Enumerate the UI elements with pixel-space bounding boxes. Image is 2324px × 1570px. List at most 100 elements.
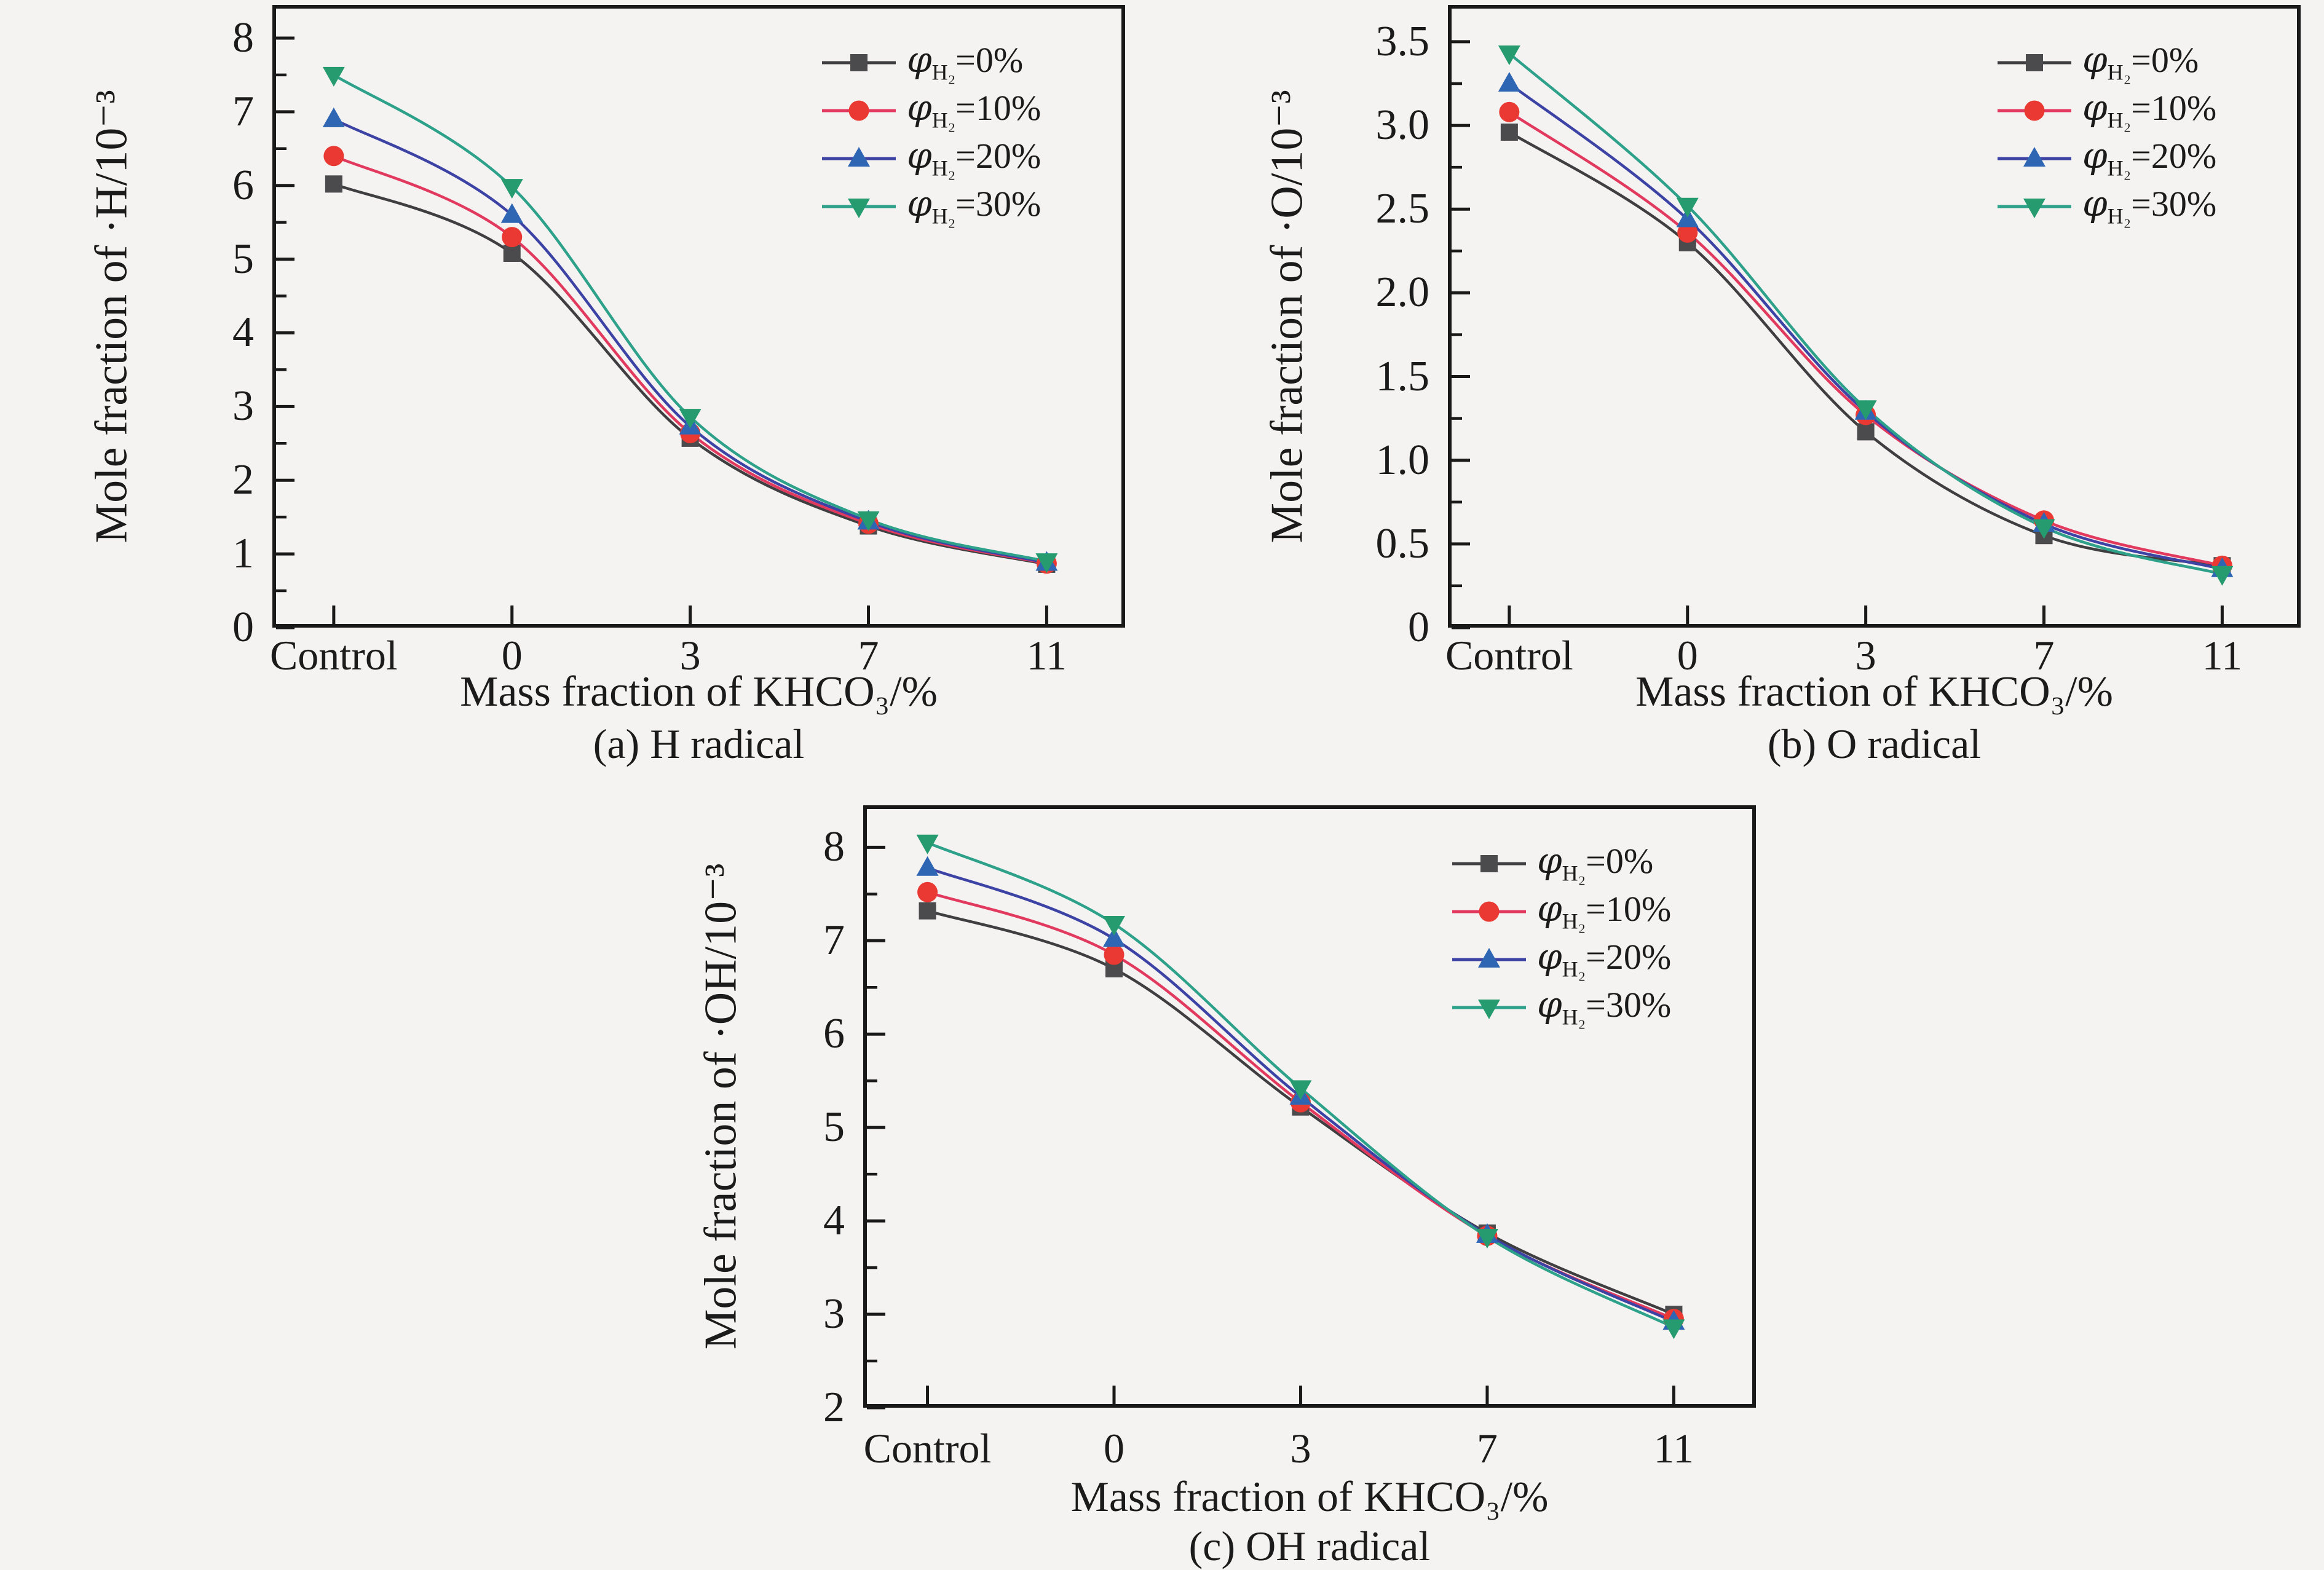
y-tick-label: 4 xyxy=(232,309,254,357)
legend-marker-circle-icon xyxy=(1452,901,1526,922)
chart-panel-h-radical: Mole fraction of ·H/10⁻³ 0 1 2 3 4 5 6 7 8 Contr… xyxy=(37,0,1137,790)
data-point-h2-30-11 xyxy=(1035,553,1058,574)
legend-entry-h2-10: φH₂=10% xyxy=(821,87,1041,135)
y-tick-label: 0 xyxy=(232,604,254,651)
data-point-h2-30-7 xyxy=(857,511,880,531)
legend: φH₂=0% φH₂=10% φH₂=20% φH₂=30% xyxy=(821,39,1041,231)
legend-marker-square-icon xyxy=(822,54,896,71)
x-tick-label: 11 xyxy=(1026,632,1067,679)
y-tick-label: 8 xyxy=(823,823,845,871)
y-tick-label: 2.0 xyxy=(1375,269,1430,317)
y-tick-label: 4 xyxy=(823,1197,845,1245)
chart-panel-oh-radical: Mole fraction of ·OH/10⁻³ 2 3 4 5 6 7 8 Contro… xyxy=(689,793,1789,1570)
data-point-h2-30-3 xyxy=(1854,400,1877,420)
data-point-h2-30-7 xyxy=(2033,519,2055,539)
x-tick-label: 0 xyxy=(501,632,523,679)
legend-label: φH₂=30% xyxy=(1537,983,1672,1030)
x-tick-label: Control xyxy=(863,1425,992,1472)
data-point-h2-10-0 xyxy=(1104,944,1124,965)
plot-area xyxy=(1448,5,2301,629)
data-point-h2-10-0 xyxy=(1677,222,1698,243)
legend-entry-h2-10: φH₂=10% xyxy=(1996,87,2216,135)
x-tick-label: Control xyxy=(1445,632,1573,679)
plot-border xyxy=(1448,5,2301,628)
legend-marker-circle-icon xyxy=(822,100,896,121)
y-tick-label: 2 xyxy=(823,1384,845,1431)
y-tick-label: 7 xyxy=(232,87,254,135)
data-point-h2-0-Control xyxy=(919,902,936,920)
y-tick-label: 6 xyxy=(823,1010,845,1058)
data-point-h2-10-Control xyxy=(917,882,938,902)
legend-marker-h2-30 xyxy=(2023,199,2045,218)
legend-entry-h2-10: φH₂=10% xyxy=(1451,888,1671,936)
legend-marker-h2-30 xyxy=(848,199,870,218)
chart-caption: (a) H radical xyxy=(593,720,805,767)
chart-panel-o-radical: Mole fraction of ·O/10⁻³ 0 0.5 1.0 1.5 2.0 2.… xyxy=(1223,0,2312,790)
x-tick-label: 7 xyxy=(1476,1425,1498,1472)
x-tick-label: 11 xyxy=(1653,1425,1694,1472)
y-tick-label: 5 xyxy=(232,235,254,283)
x-tick-label: 0 xyxy=(1677,632,1698,679)
legend-marker-h2-20 xyxy=(848,147,870,167)
series-line-h2-30 xyxy=(1508,52,2223,576)
data-point-h2-30-7 xyxy=(1476,1228,1498,1249)
chart-caption: (c) OH radical xyxy=(1188,1523,1431,1569)
legend-marker-triangle-up-icon xyxy=(1998,147,2071,167)
legend-entry-h2-0: φH₂=0% xyxy=(821,39,1041,87)
x-axis-title: Mass fraction of KHCO₃/% xyxy=(1635,668,2113,716)
legend-label: φH₂=10% xyxy=(1537,887,1672,934)
legend-entry-h2-30: φH₂=30% xyxy=(1996,183,2216,231)
y-axis-label: Mole fraction of ·O/10⁻³ xyxy=(1262,89,1313,543)
legend-label: φH₂=30% xyxy=(2082,182,2217,229)
legend-marker-triangle-down-icon xyxy=(1452,1000,1526,1019)
data-point-h2-30-11 xyxy=(2211,566,2234,586)
legend-marker-square-icon xyxy=(1452,855,1526,872)
y-tick-label: 1.5 xyxy=(1375,352,1430,400)
y-tick-label: 3.0 xyxy=(1375,101,1430,149)
x-tick-label: 7 xyxy=(2033,632,2055,679)
legend-marker-h2-0 xyxy=(2026,54,2043,71)
legend-label: φH₂=20% xyxy=(1537,935,1672,982)
legend-marker-h2-10 xyxy=(1479,901,1500,922)
data-point-h2-10-Control xyxy=(1499,101,1520,122)
data-point-h2-30-Control xyxy=(916,834,939,854)
legend-marker-circle-icon xyxy=(1998,100,2071,121)
data-point-h2-0-3 xyxy=(1857,423,1875,441)
y-tick-label: 7 xyxy=(823,917,845,964)
plot-area xyxy=(272,5,1125,629)
y-tick-label: 0.5 xyxy=(1375,519,1430,567)
x-axis-title: Mass fraction of KHCO₃/% xyxy=(1070,1473,1549,1521)
legend-marker-triangle-up-icon xyxy=(1452,948,1526,968)
y-tick-label: 2.5 xyxy=(1375,185,1430,233)
legend-entry-h2-20: φH₂=20% xyxy=(821,135,1041,183)
data-point-h2-30-0 xyxy=(1103,915,1126,936)
data-point-h2-30-Control xyxy=(322,66,345,87)
data-point-h2-30-0 xyxy=(500,179,523,199)
y-tick-label: 3 xyxy=(232,382,254,430)
plot-border xyxy=(863,805,1756,1408)
data-point-h2-30-11 xyxy=(1662,1319,1685,1339)
legend-label: φH₂=30% xyxy=(907,182,1041,229)
legend-entry-h2-20: φH₂=20% xyxy=(1996,135,2216,183)
data-point-h2-20-Control xyxy=(1498,71,1520,92)
data-point-h2-30-3 xyxy=(1289,1080,1312,1100)
legend-marker-h2-30 xyxy=(1478,1000,1500,1019)
x-tick-label: 3 xyxy=(679,632,701,679)
legend-marker-h2-10 xyxy=(848,100,869,121)
legend-label: φH₂=0% xyxy=(907,38,1024,85)
legend-label: φH₂=10% xyxy=(2082,86,2217,133)
y-tick-label: 3.5 xyxy=(1375,17,1430,65)
y-tick-label: 5 xyxy=(823,1103,845,1151)
data-point-h2-0-Control xyxy=(1500,123,1518,141)
chart-caption: (b) O radical xyxy=(1767,720,1982,767)
y-axis-label: Mole fraction of ·OH/10⁻³ xyxy=(695,863,746,1350)
legend-marker-triangle-down-icon xyxy=(822,199,896,218)
legend-entry-h2-30: φH₂=30% xyxy=(1451,984,1671,1032)
data-point-h2-10-Control xyxy=(323,146,344,167)
data-point-h2-30-Control xyxy=(1498,45,1520,65)
x-tick-label: 3 xyxy=(1290,1425,1311,1472)
y-tick-label: 8 xyxy=(232,14,254,61)
data-point-h2-0-Control xyxy=(325,175,342,193)
data-point-h2-20-0 xyxy=(500,203,523,223)
